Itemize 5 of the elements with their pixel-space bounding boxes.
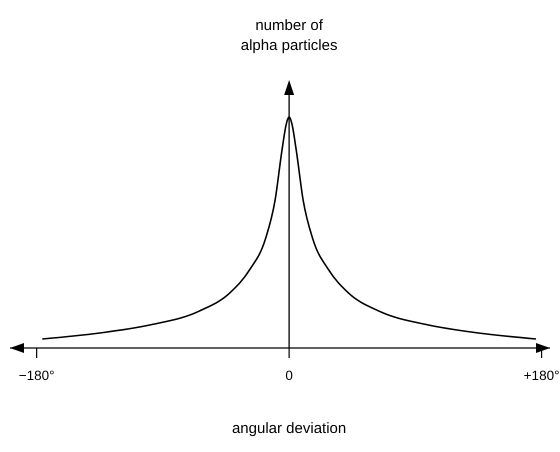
x-axis-title: angular deviation: [232, 420, 346, 437]
x-tick-label: −180°: [18, 368, 55, 383]
y-axis-title: number of alpha particles: [240, 17, 338, 54]
x-tick-label: +180°: [524, 368, 560, 383]
x-tick-label: 0: [285, 368, 293, 383]
